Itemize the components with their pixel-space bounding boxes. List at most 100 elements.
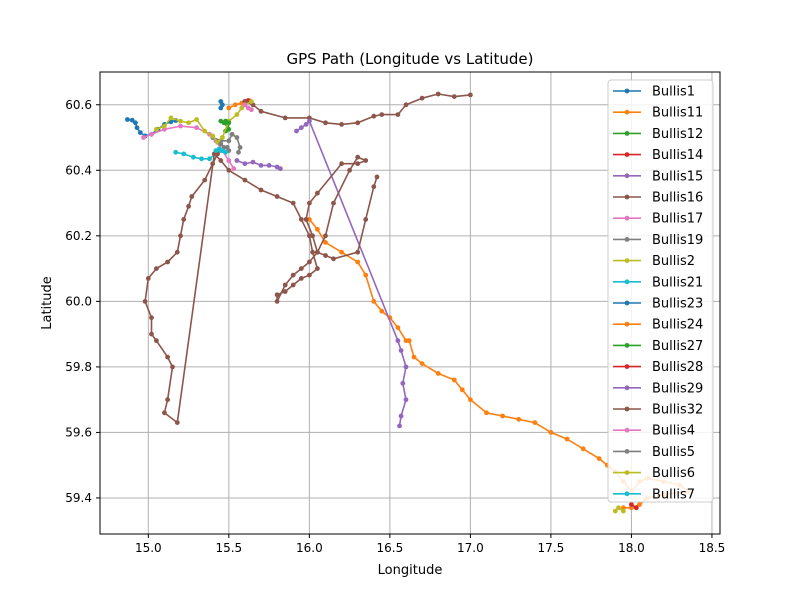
data-point: [266, 163, 272, 168]
data-point: [621, 508, 626, 514]
data-point: [162, 410, 167, 416]
data-point: [616, 505, 621, 511]
data-point: [580, 446, 586, 452]
data-point: [371, 299, 377, 304]
data-point: [154, 126, 159, 132]
data-point: [323, 240, 328, 245]
data-point: [137, 130, 143, 136]
data-point: [258, 163, 264, 168]
data-point: [339, 161, 344, 167]
data-point: [218, 141, 224, 147]
data-point: [294, 128, 299, 134]
y-tick-label: 59.8: [65, 360, 92, 374]
y-tick-label: 60.0: [65, 294, 92, 308]
data-point: [307, 118, 312, 124]
data-point: [125, 117, 130, 122]
legend-entry: Bullis23: [613, 297, 703, 312]
y-axis-ticks: 59.4 59.6 59.8 60.0 60.2 60.4 60.6: [65, 98, 100, 505]
x-tick-label: 18.5: [699, 541, 726, 555]
legend-marker: [624, 258, 630, 263]
legend-entry: Bullis32: [613, 403, 703, 418]
data-point: [202, 177, 208, 183]
data-point: [189, 194, 195, 199]
data-point: [315, 226, 320, 232]
data-point: [165, 354, 171, 360]
data-point: [210, 133, 216, 139]
legend-label: Bullis7: [652, 487, 695, 502]
data-point: [154, 266, 159, 271]
data-point: [274, 194, 280, 199]
data-point: [290, 282, 296, 288]
data-point: [258, 187, 264, 193]
data-point: [451, 94, 457, 99]
data-point: [400, 380, 406, 386]
data-point: [323, 233, 328, 239]
data-point: [199, 156, 204, 162]
legend-marker: [624, 109, 630, 115]
data-point: [331, 256, 336, 262]
data-point: [162, 123, 167, 129]
data-point: [290, 272, 296, 278]
x-tick-label: 16.5: [377, 541, 404, 555]
data-point: [395, 112, 401, 117]
series-bullis28: [629, 502, 639, 511]
data-point: [129, 117, 135, 123]
legend-label: Bullis28: [652, 360, 703, 375]
data-point: [629, 502, 634, 507]
legend-marker: [624, 152, 630, 158]
data-point: [468, 92, 473, 98]
data-point: [168, 115, 174, 121]
data-point: [403, 364, 409, 370]
series-bullis6: [612, 505, 626, 514]
data-point: [274, 299, 280, 304]
data-point: [298, 276, 304, 281]
data-point: [186, 203, 192, 209]
x-tick-label: 18.0: [618, 541, 645, 555]
data-point: [355, 259, 361, 265]
legend-label: Bullis29: [652, 381, 703, 396]
legend-entry: Bullis28: [613, 360, 703, 375]
data-point: [134, 125, 140, 131]
legend-marker: [624, 131, 630, 136]
legend-label: Bullis6: [652, 466, 695, 481]
legend-label: Bullis4: [652, 424, 695, 439]
data-point: [403, 397, 409, 403]
data-point: [142, 299, 148, 304]
legend-entry: Bullis6: [613, 466, 695, 481]
data-point: [218, 105, 224, 111]
data-point: [363, 272, 369, 278]
data-point: [435, 371, 441, 376]
data-point: [484, 410, 489, 416]
legend-marker: [624, 406, 630, 412]
legend-label: Bullis17: [652, 212, 703, 227]
data-point: [181, 217, 187, 222]
y-tick-label: 60.2: [65, 229, 92, 243]
data-point: [218, 158, 224, 163]
series-bullis4: [242, 102, 254, 113]
plot-series: [125, 91, 691, 514]
legend-entry: Bullis19: [613, 233, 703, 248]
data-point: [451, 377, 457, 383]
data-point: [307, 200, 312, 206]
data-point: [173, 149, 179, 155]
legend-entry: Bullis1: [613, 85, 695, 100]
x-tick-label: 15.0: [135, 541, 162, 555]
legend-marker: [624, 215, 630, 221]
data-point: [194, 125, 200, 131]
data-point: [403, 102, 409, 108]
data-point: [242, 177, 248, 183]
data-point: [165, 397, 171, 403]
data-point: [516, 416, 522, 422]
data-point: [154, 338, 159, 344]
data-point: [226, 167, 232, 173]
y-tick-label: 59.4: [65, 491, 92, 505]
data-point: [226, 138, 232, 144]
data-point: [242, 99, 248, 104]
data-point: [149, 331, 154, 337]
data-point: [307, 259, 312, 265]
legend-entry: Bullis14: [613, 148, 703, 163]
data-point: [191, 154, 196, 160]
data-point: [315, 190, 320, 196]
data-point: [194, 117, 200, 122]
